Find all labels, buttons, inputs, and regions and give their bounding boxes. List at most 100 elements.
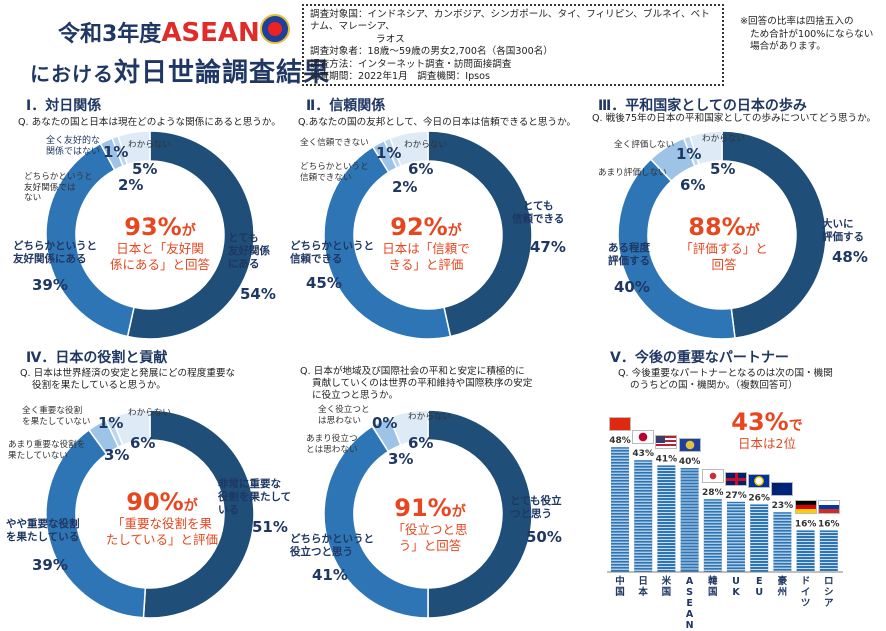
question-line: に役立つと思うか。: [312, 390, 399, 401]
s5-label-6: わからない: [408, 412, 451, 422]
label-line: とても: [522, 200, 554, 212]
s2-value-47: 47%: [530, 238, 566, 256]
donut2-hole: [355, 162, 501, 308]
country-label: ASEAN: [685, 576, 694, 631]
label-line: 果たしていない: [8, 450, 68, 461]
s3-value-40: 40%: [614, 278, 650, 296]
donut4-hole: [77, 441, 223, 587]
s2-label-47: とても 信頼できる: [512, 200, 564, 226]
s4-label-6: わからない: [128, 408, 171, 418]
label-line: どちらかというと: [24, 172, 93, 182]
question-line: Q. 日本は世界経済の安定と発展にどの程度重要な: [20, 368, 236, 379]
bar-value-label: 26%: [748, 493, 770, 503]
info-line: 調査期間：2022年1月 調査機関：Ipsos: [310, 71, 491, 83]
s5-value-0: 0%: [372, 414, 398, 432]
bar-value-label: 27%: [725, 491, 747, 501]
section3-title: Ⅲ．平和国家としての日本の歩み: [598, 98, 807, 114]
bar-callout: 43%で 日本は2位: [712, 408, 822, 452]
donut4-slice-1: [142, 409, 255, 619]
rounding-note: ※回答の比率は四捨五入の ため合計が100%にならない 場合があります。: [740, 16, 880, 54]
s5-label-0: 全く役立つと は思わない: [318, 405, 370, 426]
question-line: Q. 日本が地域及び国際社会の平和と安定に積極的に: [300, 366, 525, 377]
bar-8: [773, 512, 792, 572]
s5-label-50: とても役立 つと思う: [510, 495, 562, 521]
label-line: 関係ではない: [46, 147, 101, 157]
donut5-hole: [355, 441, 501, 587]
s5-label-3: あまり役立つ とは思わない: [306, 434, 358, 455]
label-line: 友好関係にある: [13, 253, 87, 265]
asean-logo-icon: [260, 14, 290, 44]
label-line: いる: [218, 504, 239, 516]
section5b-question: Q. 今後重要なパートナーとなるのは次の国・機関 のうちどの国・機関か。（複数回…: [618, 368, 833, 392]
label-line: 友好関係: [228, 245, 270, 257]
survey-info-box: 調査対象国：インドネシア、カンボジア、シンガポール、タイ、フィリピン、ブルネイ、…: [302, 4, 724, 86]
label-line: にある: [228, 258, 260, 270]
section5b-title: Ⅴ．今後の重要なパートナー: [610, 350, 789, 366]
label-line: ない: [24, 193, 42, 203]
section1-title: Ⅰ．対日関係: [26, 98, 102, 114]
center-ga: が: [447, 223, 462, 239]
s2-label-1: 全く信頼できない: [300, 138, 369, 148]
center-sub: 日本と「友好関: [116, 241, 204, 256]
center-sub: 「重要な役割を果: [111, 516, 212, 531]
label-line: どちらかというと: [290, 240, 374, 252]
bar-value-label: 41%: [656, 454, 678, 464]
s2-label-6: わからない: [404, 140, 447, 150]
label-line: 役立つと思う: [290, 546, 353, 558]
s4-label-3: あまり重要な役割を 果たしていない: [8, 440, 85, 461]
donut1-center: 93%が 日本と「友好関 係にある」と回答: [100, 213, 220, 273]
bar-7: [750, 504, 769, 572]
bar-9: [796, 530, 815, 572]
s1-value-39: 39%: [32, 276, 68, 294]
label-line: 評価する: [822, 231, 864, 243]
donut3-hole: [649, 162, 795, 308]
bar-value-label: 23%: [772, 501, 794, 511]
flag-icon: [771, 482, 794, 497]
label-line: は思わない: [318, 415, 361, 426]
title2-main: 対日世論調査結果: [114, 58, 331, 88]
label-line: 大いに: [822, 218, 854, 230]
country-label: 韓国: [708, 576, 718, 598]
section1-question: Q. あなたの国と日本は現在どのような関係にあると思うか。: [18, 117, 281, 128]
question-line: Q. 今後重要なパートナーとなるのは次の国・機関: [618, 368, 833, 379]
bar-4: [680, 468, 699, 572]
callout-sub: 日本は2位: [738, 436, 796, 451]
label-line: やや重要な役割: [6, 518, 80, 530]
label-line: を果たしていない: [22, 416, 91, 427]
donut2-slice-2: [323, 145, 452, 340]
flag-icon: [655, 435, 678, 450]
section2-title: Ⅱ．信頼関係: [306, 98, 386, 114]
donut2-slice-5: [389, 130, 429, 168]
center-sub: きる」と評価: [388, 257, 464, 272]
flag-icon: [725, 471, 747, 486]
s1-label-2: どちらかというと 友好関係では ない: [24, 172, 93, 204]
country-label: 豪州: [777, 576, 788, 598]
center-sub: 「役立つと思: [392, 522, 468, 537]
s3-label-6: あまり評価しない: [598, 168, 667, 178]
country-label: ロシア: [824, 576, 834, 609]
info-line: 調査対象国：インドネシア、カンボジア、シンガポール、タイ、フィリピン、ブルネイ、…: [310, 9, 710, 33]
section2-question: Q.あなたの国の友邦として、今日の日本は信頼できると思うか。: [298, 117, 577, 128]
donut3-slice-2: [617, 158, 736, 340]
country-label: 中国: [615, 576, 625, 598]
question-line: 貢献していくのは世界の平和維持や国際秩序の安定: [312, 378, 533, 389]
center-sub: う」と回答: [398, 538, 462, 553]
s2-value-2: 2%: [392, 178, 418, 196]
question-line: のうちどの国・機関か。（複数回答可）: [630, 380, 798, 391]
donut1-hole: [77, 162, 223, 308]
country-label: 米国: [661, 576, 672, 598]
s1-value-5: 5%: [132, 160, 158, 178]
donut2-center: 92%が 日本は「信頼で きる」と評価: [366, 213, 486, 273]
section3-question: Q. 戦後75年の日本の平和国家としての歩みについてどう思うか。: [592, 113, 877, 124]
donut5-slice-5: [388, 409, 429, 447]
bar-10: [819, 530, 838, 572]
flag-icon: [701, 469, 724, 484]
flag-icon: [817, 500, 840, 515]
center-percent: 90%: [126, 488, 184, 516]
info-line: 調査対象者：18歳～59歳の男女2,700名（各国300名）: [310, 46, 553, 58]
note-line: ため合計が100%にならない: [750, 28, 874, 40]
s5-value-41: 41%: [312, 566, 348, 584]
flag-icon: [748, 474, 771, 489]
center-ga: が: [181, 223, 196, 239]
